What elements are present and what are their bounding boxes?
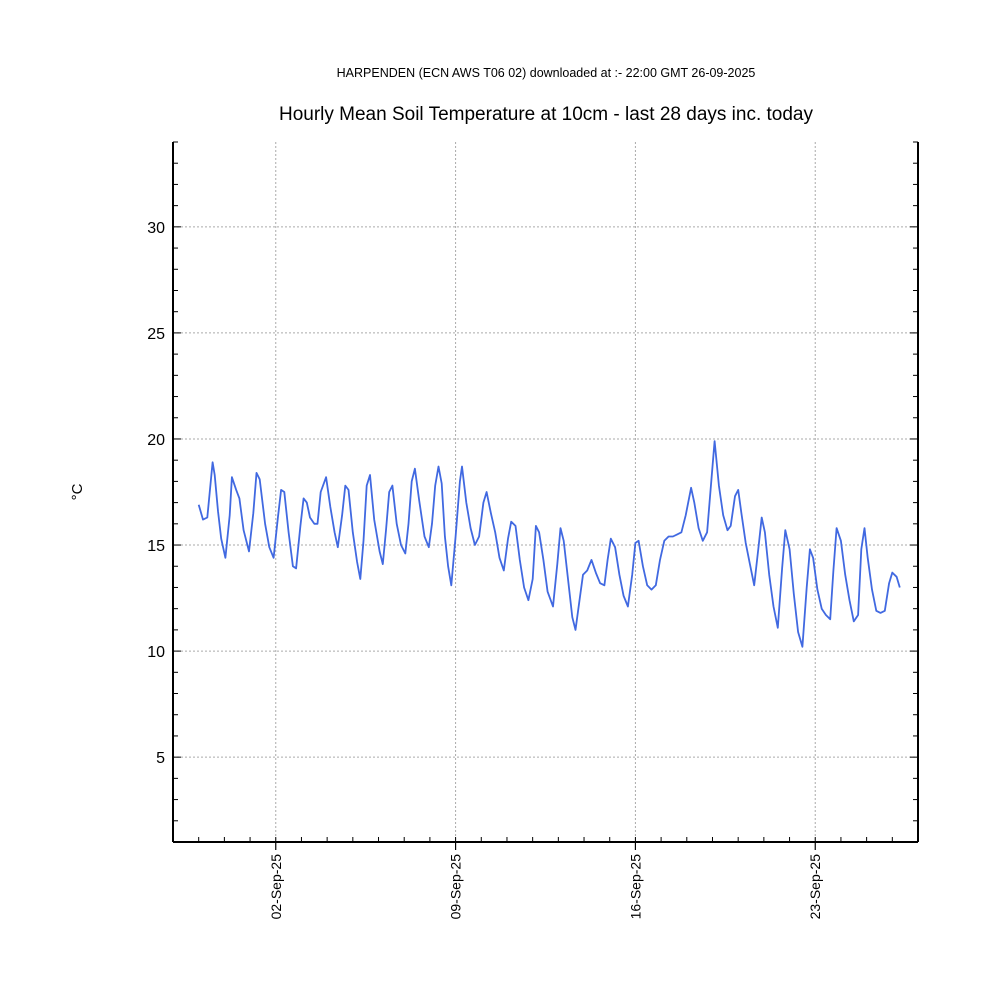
chart-subtitle: HARPENDEN (ECN AWS T06 02) downloaded at… <box>336 66 756 80</box>
series-line-0 <box>197 440 901 648</box>
y-tick-label: 30 <box>147 220 165 237</box>
x-tick-label: 09-Sep-25 <box>448 854 464 920</box>
series-layer <box>197 440 901 648</box>
grid-lines <box>173 142 918 842</box>
chart-title: Hourly Mean Soil Temperature at 10cm - l… <box>278 104 813 125</box>
y-tick-label: 20 <box>147 432 165 449</box>
x-tick-label: 16-Sep-25 <box>627 854 643 920</box>
x-tick-label: 23-Sep-25 <box>807 854 823 920</box>
y-tick-label: 15 <box>147 538 165 555</box>
y-tick-label: 25 <box>147 326 165 343</box>
y-axis-label: °C <box>69 483 86 500</box>
x-tick-label: 02-Sep-25 <box>268 854 284 920</box>
axes: 5 10 15 20 25 30 02-Sep-25 09-Sep-25 16-Sep-25 23… <box>147 141 919 920</box>
y-tick-label: 5 <box>156 750 165 767</box>
y-tick-label: 10 <box>147 644 165 661</box>
